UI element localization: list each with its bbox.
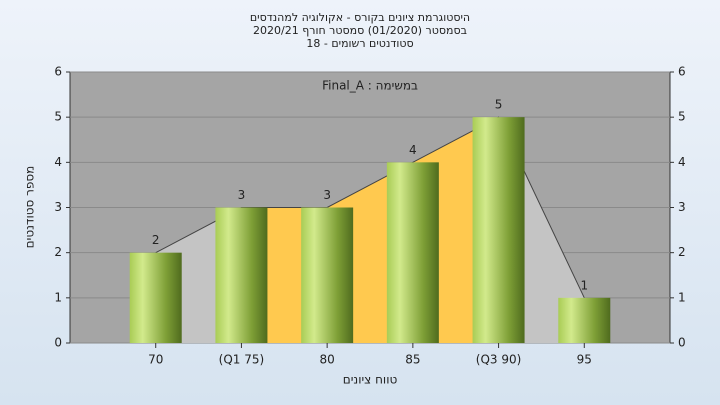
value-label: 5 xyxy=(495,98,503,112)
x-axis-label: טווח ציונים xyxy=(343,373,398,387)
value-label: 3 xyxy=(323,188,331,202)
y-tick-label: 1 xyxy=(54,290,62,304)
y2-tick-label: 2 xyxy=(678,245,686,259)
x-tick-label: (Q3 90) xyxy=(476,353,522,367)
y2-tick-label: 0 xyxy=(678,336,686,350)
y2-tick-label: 1 xyxy=(678,290,686,304)
y2-tick-label: 6 xyxy=(678,65,686,79)
x-tick-label: 95 xyxy=(577,353,592,367)
value-label: 2 xyxy=(152,233,160,247)
chart-title: היסטוגרמת ציונים בקורס - אקולוגיה למהנדס… xyxy=(250,11,470,24)
y2-tick-label: 4 xyxy=(678,155,686,169)
bar xyxy=(129,252,182,343)
x-tick-label: 80 xyxy=(320,353,335,367)
bar xyxy=(215,207,268,343)
y2-tick-label: 3 xyxy=(678,200,686,214)
chart-subtitle: בסמסטר (01/2020) סמסטר חורף 2020/21 xyxy=(253,24,467,37)
y-tick-label: 2 xyxy=(54,245,62,259)
value-label: 3 xyxy=(238,188,246,202)
bar xyxy=(558,297,611,343)
y-tick-label: 0 xyxy=(54,336,62,350)
bar xyxy=(301,207,354,343)
x-tick-label: 70 xyxy=(148,353,163,367)
y-tick-label: 5 xyxy=(54,110,62,124)
y-tick-label: 4 xyxy=(54,155,62,169)
value-label: 4 xyxy=(409,143,417,157)
bar xyxy=(386,162,439,343)
x-tick-label: (Q1 75) xyxy=(219,353,265,367)
y-axis-label: מספר סטודנטים xyxy=(23,166,37,249)
bar xyxy=(472,117,525,344)
chart-subtitle: סטודנטים רשומים - 18 xyxy=(306,37,413,50)
y2-tick-label: 5 xyxy=(678,110,686,124)
x-tick-label: 85 xyxy=(405,353,420,367)
value-label: 1 xyxy=(580,278,588,292)
y-tick-label: 6 xyxy=(54,65,62,79)
annotation: במשימה : Final_A xyxy=(322,79,418,93)
y-tick-label: 3 xyxy=(54,200,62,214)
